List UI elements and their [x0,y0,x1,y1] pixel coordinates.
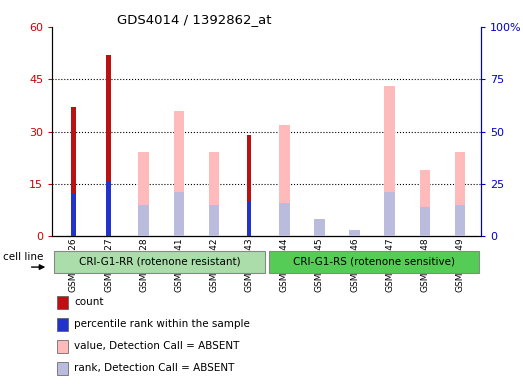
FancyBboxPatch shape [54,251,265,273]
Bar [314,219,325,236]
Text: GDS4014 / 1392862_at: GDS4014 / 1392862_at [117,13,271,26]
Bar [57,339,69,353]
Text: CRI-G1-RR (rotenone resistant): CRI-G1-RR (rotenone resistant) [78,257,241,266]
Bar [107,55,111,236]
Bar [57,318,69,331]
Bar [455,205,465,236]
Bar [279,124,290,236]
Bar [247,135,251,236]
Bar [455,152,465,236]
Bar [139,205,149,236]
Text: percentile rank within the sample: percentile rank within the sample [74,319,251,329]
Text: count: count [74,297,104,307]
Bar [384,86,395,236]
Bar [209,152,219,236]
Text: value, Detection Call = ABSENT: value, Detection Call = ABSENT [74,341,240,351]
Bar [419,207,430,236]
Bar [71,107,75,236]
Bar [279,203,290,236]
Bar [174,192,184,236]
FancyBboxPatch shape [268,251,480,273]
Bar [174,111,184,236]
Bar [57,362,69,374]
Text: rank, Detection Call = ABSENT: rank, Detection Call = ABSENT [74,363,235,373]
Bar [107,182,111,236]
Bar [139,152,149,236]
Bar [209,205,219,236]
Bar [71,194,75,236]
Bar [247,200,251,236]
Text: cell line: cell line [3,252,44,262]
Bar [57,296,69,309]
Text: CRI-G1-RS (rotenone sensitive): CRI-G1-RS (rotenone sensitive) [293,257,455,266]
Bar [419,170,430,236]
Bar [349,230,360,236]
Bar [384,192,395,236]
